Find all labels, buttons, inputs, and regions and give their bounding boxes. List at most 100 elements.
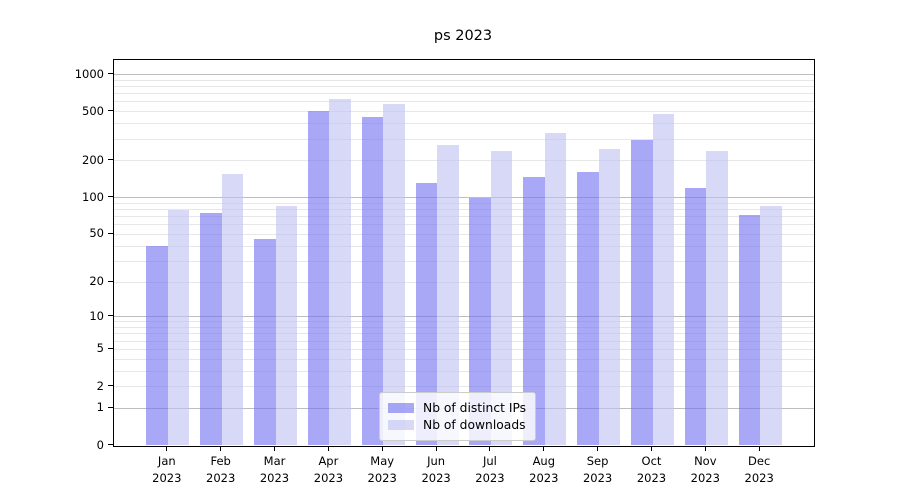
x-tick-mark-jun	[435, 446, 437, 451]
x-tick-mark-oct	[650, 446, 653, 451]
y-tick-label-1000: 1000	[74, 66, 104, 81]
y-tick-mark-50	[108, 232, 113, 235]
gridline-minor-20	[114, 281, 814, 283]
bar-downloads-dec	[760, 205, 782, 445]
gridline-minor-60	[114, 224, 814, 226]
x-tick-label-dec: Dec 2023	[744, 454, 774, 485]
legend: Nb of distinct IPs Nb of downloads	[379, 392, 537, 441]
x-tick-mark-nov	[704, 446, 706, 451]
bar-distinct-ips-apr	[307, 110, 330, 445]
x-tick-label-nov: Nov 2023	[690, 454, 720, 485]
x-tick-label-apr: Apr 2023	[313, 454, 344, 485]
gridline-minor-300	[114, 138, 814, 140]
bar-distinct-ips-may	[361, 116, 384, 445]
bar-distinct-ips-mar	[254, 239, 276, 445]
x-tick-mark-feb	[220, 446, 222, 451]
bar-distinct-ips-sep	[577, 171, 599, 445]
x-tick-label-feb: Feb 2023	[206, 454, 236, 485]
x-tick-label-jan: Jan 2023	[152, 454, 182, 485]
gridline-minor-8	[114, 327, 814, 328]
x-tick-label-oct: Oct 2023	[636, 454, 667, 485]
y-tick-mark-20	[108, 280, 113, 282]
x-tick-label-may: May 2023	[367, 454, 397, 485]
bar-downloads-jun	[437, 145, 459, 445]
bar-downloads-may	[383, 104, 405, 445]
bar-downloads-mar	[275, 205, 297, 445]
y-tick-mark-5	[108, 347, 113, 349]
gridline-minor-70	[114, 216, 814, 218]
y-tick-label-100: 100	[82, 189, 104, 204]
y-tick-label-0: 0	[96, 437, 104, 452]
y-tick-mark-100	[108, 196, 113, 198]
chart-title: ps 2023	[433, 28, 493, 44]
x-tick-label-mar: Mar 2023	[259, 454, 290, 485]
gridline-minor-2	[114, 386, 814, 387]
bar-distinct-ips-jul	[469, 198, 491, 445]
y-tick-mark-1	[108, 406, 113, 408]
bar-distinct-ips-feb	[200, 213, 222, 445]
bar-downloads-aug	[544, 132, 567, 445]
gridline-major-1000	[114, 74, 814, 75]
x-tick-label-jul: Jul 2023	[475, 454, 505, 485]
bar-distinct-ips-nov	[684, 188, 707, 445]
y-tick-mark-1000	[108, 73, 113, 75]
gridline-minor-90	[114, 202, 814, 204]
x-tick-label-jun: Jun 2023	[421, 454, 451, 485]
gridline-minor-40	[114, 245, 814, 247]
legend-swatch-downloads	[388, 420, 414, 430]
y-tick-mark-10	[108, 315, 113, 317]
y-tick-mark-2	[108, 385, 113, 387]
y-tick-label-1: 1	[96, 400, 104, 415]
x-tick-mark-mar	[273, 446, 276, 451]
y-tick-label-2: 2	[96, 378, 104, 393]
legend-item-distinct-ips: Nb of distinct IPs	[388, 400, 526, 416]
gridline-minor-30	[114, 260, 814, 262]
gridline-minor-700	[114, 93, 814, 95]
gridline-minor-7	[114, 333, 814, 335]
x-tick-label-aug: Aug 2023	[529, 454, 559, 485]
bar-downloads-oct	[652, 113, 674, 445]
gridline-minor-900	[114, 79, 814, 81]
bar-distinct-ips-jan	[146, 245, 168, 445]
gridline-minor-800	[114, 86, 814, 87]
x-tick-mark-sep	[597, 446, 599, 451]
gridline-minor-3	[114, 370, 814, 372]
x-tick-label-sep: Sep 2023	[582, 454, 613, 485]
y-tick-label-200: 200	[82, 152, 104, 167]
y-tick-label-50: 50	[89, 226, 104, 241]
bar-downloads-jul	[490, 150, 513, 445]
y-tick-label-10: 10	[89, 308, 104, 323]
legend-item-downloads: Nb of downloads	[388, 417, 526, 433]
gridline-minor-9	[114, 321, 814, 323]
y-tick-label-5: 5	[96, 341, 104, 356]
bar-downloads-sep	[598, 149, 621, 445]
plot-area: Nb of distinct IPs Nb of downloads	[113, 59, 815, 447]
x-tick-mark-dec	[758, 446, 760, 451]
x-tick-mark-may	[381, 446, 383, 451]
bar-downloads-apr	[329, 99, 351, 445]
gridline-minor-200	[114, 160, 814, 162]
y-tick-mark-200	[108, 159, 113, 161]
bar-distinct-ips-dec	[738, 214, 761, 445]
bar-distinct-ips-jun	[415, 183, 438, 445]
x-tick-mark-aug	[543, 446, 545, 451]
gridline-minor-5	[114, 348, 814, 350]
gridline-minor-600	[114, 101, 814, 103]
x-tick-mark-jul	[489, 446, 491, 451]
gridline-minor-80	[114, 209, 814, 210]
gridline-minor-4	[114, 358, 814, 360]
bar-downloads-jan	[167, 210, 190, 445]
y-tick-label-20: 20	[89, 274, 104, 288]
gridline-major-100	[114, 197, 814, 199]
y-tick-mark-500	[108, 110, 113, 112]
bar-downloads-nov	[706, 150, 728, 445]
gridline-minor-400	[114, 123, 814, 125]
gridline-minor-500	[114, 111, 814, 113]
bar-downloads-feb	[221, 173, 244, 445]
y-tick-mark-0	[108, 444, 113, 446]
bar-distinct-ips-aug	[523, 177, 545, 445]
gridline-minor-50	[114, 233, 814, 235]
x-tick-mark-jan	[166, 446, 168, 451]
legend-label-distinct-ips: Nb of distinct IPs	[423, 401, 527, 415]
